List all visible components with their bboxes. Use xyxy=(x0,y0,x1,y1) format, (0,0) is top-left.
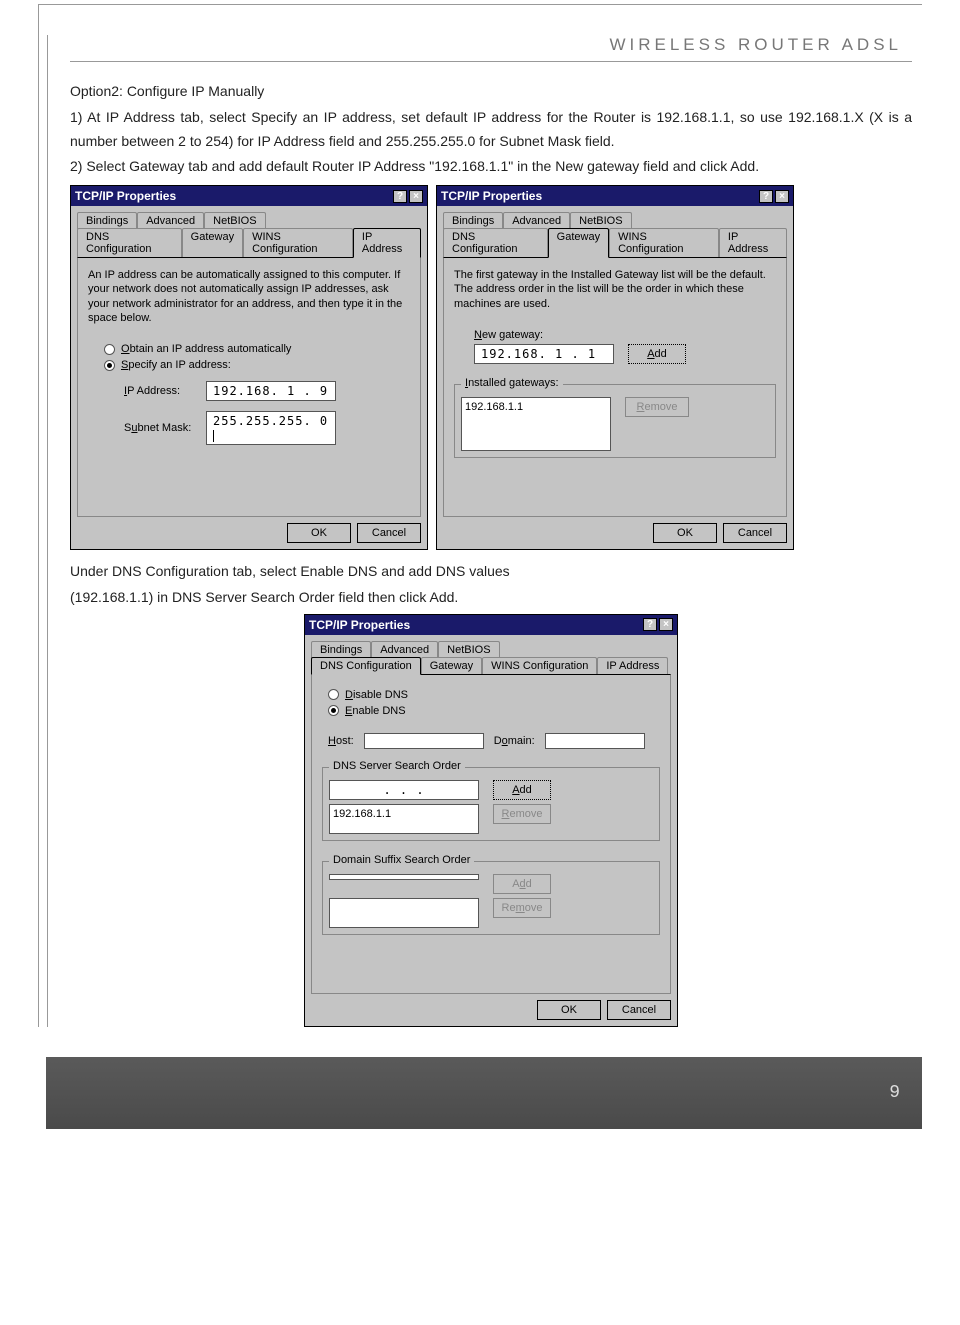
dialog-title: TCP/IP Properties xyxy=(441,189,542,203)
tab-ip-address[interactable]: IP Address xyxy=(719,228,787,257)
panel-info: An IP address can be automatically assig… xyxy=(88,268,410,325)
tab-wins[interactable]: WINS Configuration xyxy=(482,657,597,674)
add-button: AddAdd xyxy=(493,874,551,894)
page-number: 9 xyxy=(889,1083,902,1103)
ip-address-input[interactable]: 192.168. 1 . 9 xyxy=(206,381,336,401)
cancel-button[interactable]: Cancel xyxy=(607,1000,671,1020)
subnet-mask-input[interactable]: 255.255.255. 0 xyxy=(206,411,336,445)
radio-enable-dns[interactable] xyxy=(328,705,339,716)
tab-bindings[interactable]: Bindings xyxy=(77,212,137,229)
option-heading: Option2: Configure IP Manually xyxy=(70,80,912,104)
radio-auto-label: OObtain an IP address automaticallybtain… xyxy=(121,343,291,355)
radio-specify[interactable] xyxy=(104,360,115,371)
dialog-title: TCP/IP Properties xyxy=(309,618,410,632)
installed-gateways-label: Installed gateways:Installed gateways: xyxy=(461,377,563,389)
step-1: 1) At IP Address tab, select Specify an … xyxy=(70,106,912,154)
domain-suffix-list[interactable] xyxy=(329,898,479,928)
ok-button[interactable]: OK xyxy=(537,1000,601,1020)
ok-button[interactable]: OK xyxy=(287,523,351,543)
ip-address-label: IP Address:IP Address: xyxy=(124,385,196,397)
help-icon[interactable]: ? xyxy=(393,190,407,203)
new-gateway-input[interactable]: 192.168. 1 . 1 xyxy=(474,344,614,364)
dns-server-input[interactable]: . . . xyxy=(329,780,479,800)
tab-advanced[interactable]: Advanced xyxy=(503,212,570,229)
tab-netbios[interactable]: NetBIOS xyxy=(204,212,265,229)
installed-gateways-list[interactable]: 192.168.1.1 xyxy=(461,397,611,451)
after-text-1: Under DNS Configuration tab, select Enab… xyxy=(70,560,912,584)
domain-label: Domain:Domain: xyxy=(494,735,535,747)
page-footer: 9 xyxy=(46,1057,922,1129)
dns-server-list[interactable]: 192.168.1.1 xyxy=(329,804,479,834)
dialog-gateway: TCP/IP Properties ? × Bindings Advanced … xyxy=(436,185,794,550)
radio-specify-label: Specify an IP address:Specify an IP addr… xyxy=(121,359,231,371)
dns-search-order-label: DNS Server Search Order xyxy=(329,760,465,772)
cancel-button[interactable]: Cancel xyxy=(723,523,787,543)
dialog-title: TCP/IP Properties xyxy=(75,189,176,203)
tab-netbios[interactable]: NetBIOS xyxy=(570,212,631,229)
after-text-2: (192.168.1.1) in DNS Server Search Order… xyxy=(70,586,912,610)
domain-input[interactable] xyxy=(545,733,645,749)
tab-gateway[interactable]: Gateway xyxy=(421,657,482,674)
tab-netbios[interactable]: NetBIOS xyxy=(438,641,499,658)
tab-wins[interactable]: WINS Configuration xyxy=(609,228,719,257)
remove-button[interactable]: RemoveRemove xyxy=(625,397,689,417)
close-icon[interactable]: × xyxy=(775,190,789,203)
radio-enable-label: Enable DNSEnable DNS xyxy=(345,705,406,717)
radio-disable-label: Disable DNSDisable DNS xyxy=(345,689,408,701)
page-header: WIRELESS ROUTER ADSL xyxy=(70,35,912,55)
tab-dns-config[interactable]: DNS Configuration xyxy=(77,228,182,257)
tab-ip-address[interactable]: IP Address xyxy=(353,228,421,258)
subnet-mask-label: Subnet Mask:Subnet Mask: xyxy=(124,422,196,434)
tab-dns-config[interactable]: DNS Configuration xyxy=(311,657,421,675)
header-rule xyxy=(70,61,912,62)
tab-advanced[interactable]: Advanced xyxy=(371,641,438,658)
tab-bindings[interactable]: Bindings xyxy=(311,641,371,658)
radio-obtain-auto[interactable] xyxy=(104,344,115,355)
domain-suffix-label: Domain Suffix Search Order xyxy=(329,854,474,866)
help-icon[interactable]: ? xyxy=(759,190,773,203)
tab-dns-config[interactable]: DNS Configuration xyxy=(443,228,548,257)
add-button[interactable]: AddAdd xyxy=(628,344,686,364)
tab-advanced[interactable]: Advanced xyxy=(137,212,204,229)
tab-gateway[interactable]: Gateway xyxy=(182,228,243,257)
close-icon[interactable]: × xyxy=(409,190,423,203)
new-gateway-label: New gateway:New gateway: xyxy=(474,329,776,341)
step-2: 2) Select Gateway tab and add default Ro… xyxy=(70,155,912,179)
host-input[interactable] xyxy=(364,733,484,749)
cancel-button[interactable]: Cancel xyxy=(357,523,421,543)
dialog-dns: TCP/IP Properties ? × Bindings Advanced … xyxy=(304,614,678,1027)
ok-button[interactable]: OK xyxy=(653,523,717,543)
host-label: Host:Host: xyxy=(328,735,354,747)
panel-info: The first gateway in the Installed Gatew… xyxy=(454,268,776,311)
tab-ip-address[interactable]: IP Address xyxy=(597,657,668,674)
remove-button[interactable]: RemoveRemove xyxy=(493,804,551,824)
domain-suffix-input[interactable] xyxy=(329,874,479,880)
tab-wins[interactable]: WINS Configuration xyxy=(243,228,353,257)
remove-button: RemoveRemove xyxy=(493,898,551,918)
tab-gateway[interactable]: Gateway xyxy=(548,228,609,258)
help-icon[interactable]: ? xyxy=(643,618,657,631)
add-button[interactable]: AddAdd xyxy=(493,780,551,800)
close-icon[interactable]: × xyxy=(659,618,673,631)
dialog-ip-address: TCP/IP Properties ? × Bindings Advanced … xyxy=(70,185,428,550)
radio-disable-dns[interactable] xyxy=(328,689,339,700)
tab-bindings[interactable]: Bindings xyxy=(443,212,503,229)
